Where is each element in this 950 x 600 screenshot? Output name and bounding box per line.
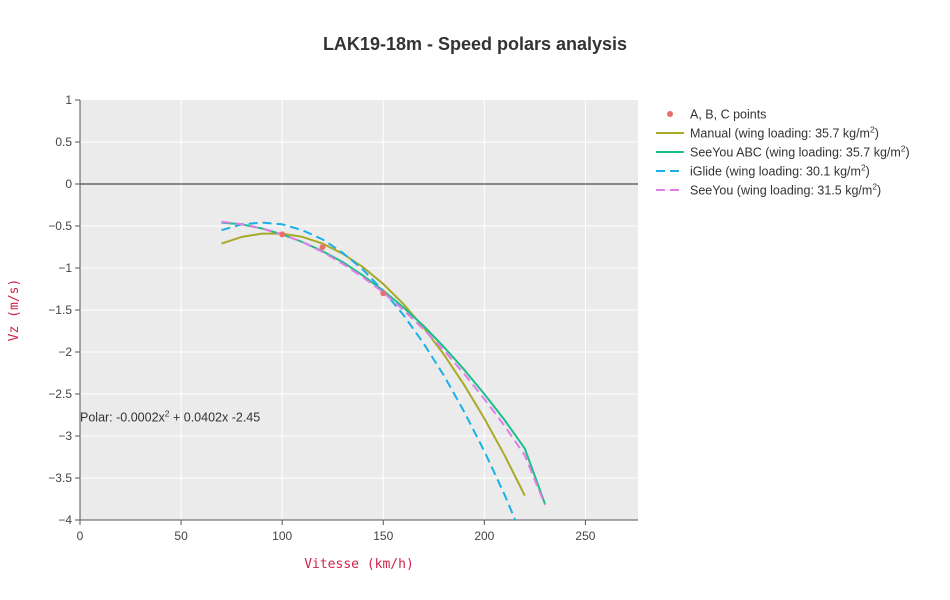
y-tick-label-3: −0.5 [48,219,72,233]
grid-lines [80,100,638,520]
legend-item-3[interactable]: iGlide (wing loading: 30.1 kg/m2) [656,163,870,179]
x-tick-label-4: 200 [474,529,494,543]
legend: A, B, C points Manual (wing loading: 35.7… [656,108,910,198]
y-tick-label-7: −2.5 [48,387,72,401]
x-axis-title: Vitesse (km/h) [304,557,414,572]
legend-label-2: SeeYou ABC (wing loading: 35.7 kg/m2) [690,144,910,160]
series-group [221,220,546,520]
polar-equation-annotation: Polar: -0.0002x2 + 0.0402x -2.45 [80,409,260,425]
x-tick-label-2: 100 [272,529,292,543]
y-axis-title: Vz (m/s) [7,279,22,342]
data-point-0[interactable] [279,231,286,238]
y-tick-label-2: 0 [65,177,72,191]
legend-marker-0 [667,111,673,117]
x-tick-label-0: 0 [77,529,84,543]
x-tick-label-5: 250 [575,529,595,543]
y-tick-label-1: 0.5 [55,135,72,149]
legend-item-4[interactable]: SeeYou (wing loading: 31.5 kg/m2) [656,182,881,198]
legend-item-0[interactable]: A, B, C points [667,108,766,122]
legend-label-1: Manual (wing loading: 35.7 kg/m2) [690,125,879,141]
chart-title: LAK19-18m - Speed polars analysis [323,34,627,54]
y-tick-label-10: −4 [58,513,72,527]
y-tick-label-5: −1.5 [48,303,72,317]
data-point-1[interactable] [319,244,326,250]
legend-label-4: SeeYou (wing loading: 31.5 kg/m2) [690,182,881,198]
annotation-group: Polar: -0.0002x2 + 0.0402x -2.45 [80,409,260,425]
axes: 0 50 100 150 200 250 1 0.5 0 −0.5 −1 −1.5 −2 −2.5 −3 −3… [48,93,638,543]
x-tick-label-3: 150 [373,529,393,543]
series-line-1[interactable] [221,232,526,497]
legend-label-3: iGlide (wing loading: 30.1 kg/m2) [690,163,870,179]
y-tick-label-9: −3.5 [48,471,72,485]
y-tick-label-8: −3 [58,429,72,443]
legend-item-1[interactable]: Manual (wing loading: 35.7 kg/m2) [656,125,879,141]
y-tick-label-0: 1 [65,93,72,107]
legend-label-0: A, B, C points [690,108,766,122]
y-tick-label-6: −2 [58,345,72,359]
y-tick-label-4: −1 [58,261,72,275]
legend-item-2[interactable]: SeeYou ABC (wing loading: 35.7 kg/m2) [656,144,910,160]
series-line-4[interactable] [221,220,546,506]
data-point-2[interactable] [380,290,387,297]
x-tick-label-1: 50 [174,529,188,543]
